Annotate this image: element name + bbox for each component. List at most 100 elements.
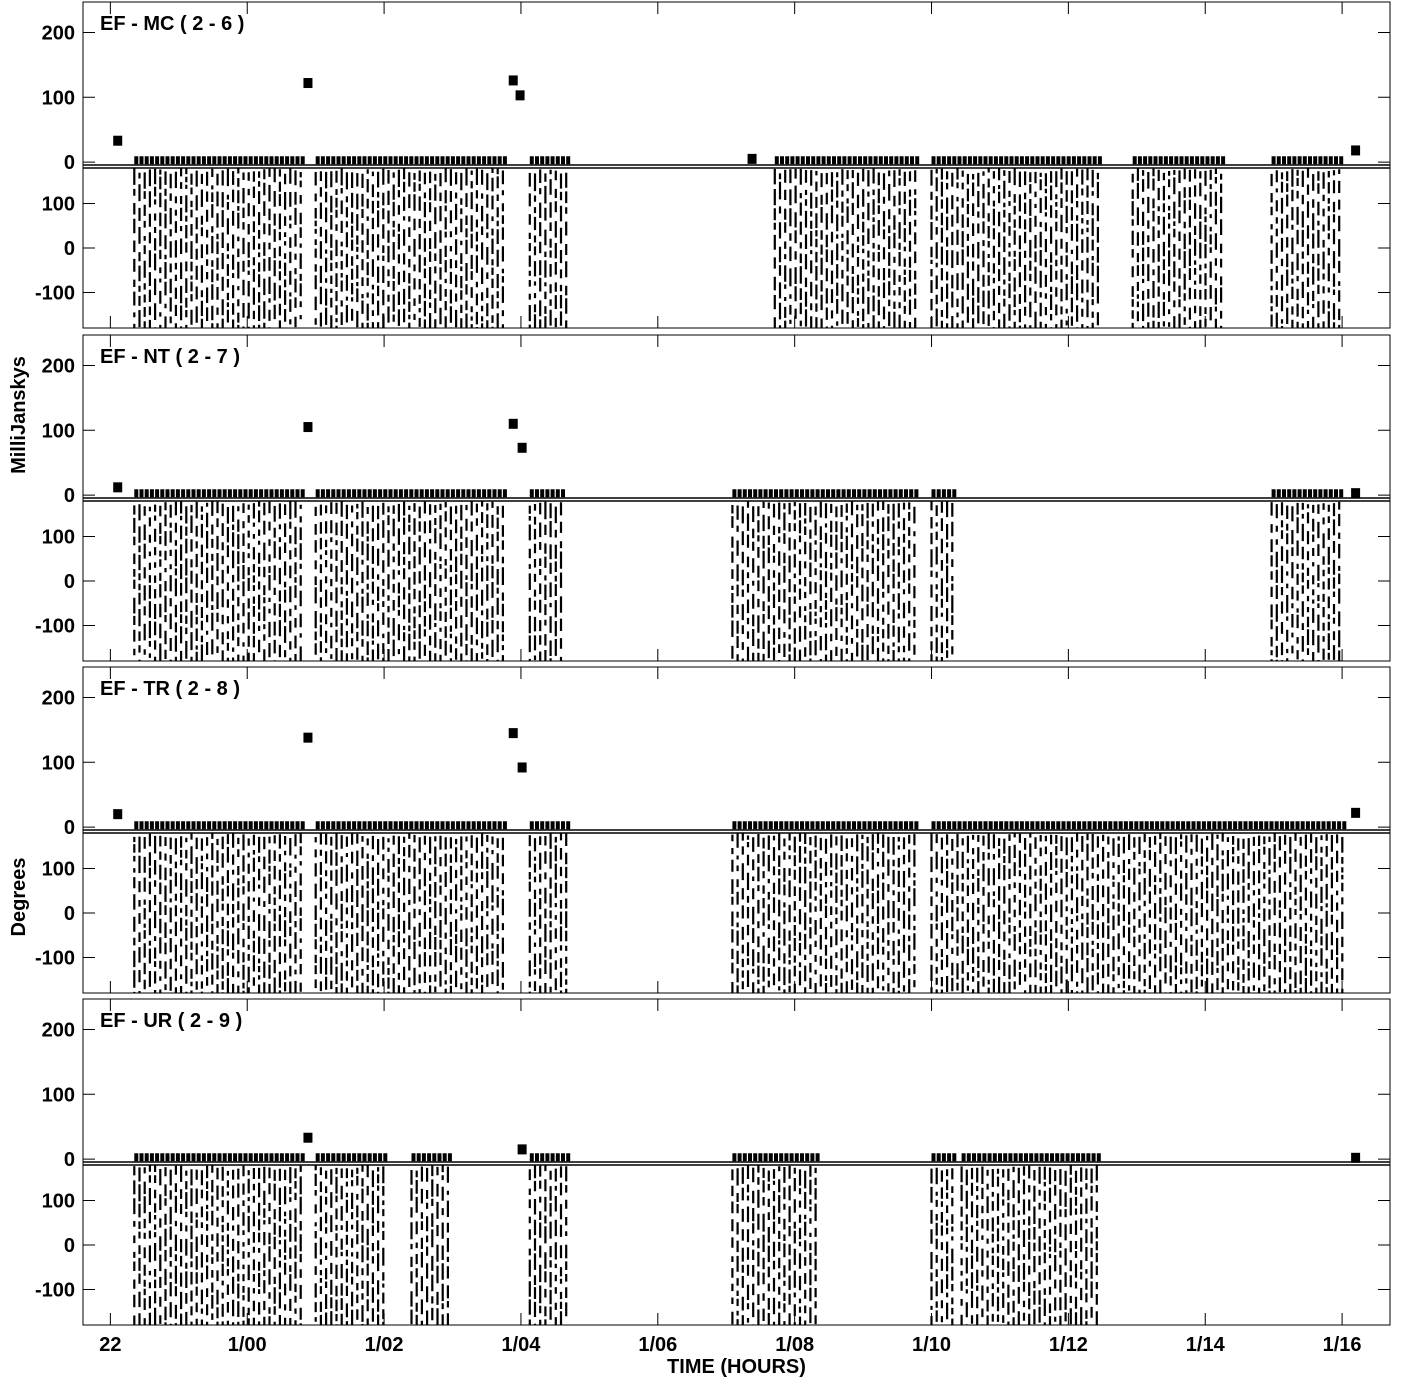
y-tick-label: 200 [42, 355, 75, 377]
x-tick-label: 1/06 [638, 1334, 677, 1356]
amplitude-point [1351, 807, 1361, 818]
y-tick-label: 100 [42, 1084, 75, 1106]
amplitude-scan [774, 156, 920, 165]
phase-scan [133, 1165, 302, 1325]
phase-scan [930, 1167, 954, 1325]
y-axis-label: MilliJanskys [8, 356, 30, 474]
amplitude-scan [1132, 156, 1226, 165]
amplitude-scan [134, 821, 305, 830]
y2-tick-label: 0 [64, 238, 75, 260]
phase-scan [1270, 501, 1341, 661]
phase-scan [314, 1165, 385, 1325]
amplitude-scan [529, 156, 571, 165]
amplitude-point [303, 78, 313, 89]
y-tick-label: 200 [42, 1019, 75, 1041]
amplitude-scan [315, 821, 507, 830]
amplitude-scan [315, 489, 507, 498]
amplitude-point [1351, 1152, 1361, 1163]
amplitude-point [747, 153, 757, 164]
phase-scan [773, 168, 917, 328]
phase-scan [930, 501, 954, 661]
phase-scan [133, 501, 302, 661]
amplitude-scan [961, 1153, 1101, 1162]
amplitude-scan [315, 156, 507, 165]
x-tick-label: 1/08 [775, 1334, 814, 1356]
phase-scan [410, 1165, 449, 1325]
panel-title: EF - UR ( 2 - 9 ) [100, 1010, 242, 1032]
amplitude-scan [931, 489, 957, 498]
phase-scan [528, 833, 568, 993]
amplitude-scan [732, 489, 919, 498]
x-tick-label: 1/10 [912, 1334, 951, 1356]
y2-tick-label: 0 [64, 903, 75, 925]
y2-axis-label: Degrees [8, 858, 30, 937]
y2-tick-label: -100 [35, 947, 75, 969]
y2-tick-label: 100 [42, 194, 75, 216]
y2-tick-label: -100 [35, 282, 75, 304]
amplitude-point [1351, 145, 1361, 156]
y2-tick-label: 0 [64, 571, 75, 593]
y2-tick-label: -100 [35, 615, 75, 637]
amplitude-point [508, 728, 518, 739]
x-tick-label: 1/14 [1186, 1334, 1226, 1356]
amplitude-point [508, 75, 518, 86]
amplitude-point [517, 1144, 527, 1155]
amplitude-point [113, 482, 123, 493]
amplitude-point [517, 442, 527, 453]
amplitude-scan [732, 1153, 820, 1162]
x-axis-label: TIME (HOURS) [667, 1356, 806, 1378]
amplitude-scan [411, 1153, 452, 1162]
y-tick-label: 200 [42, 22, 75, 44]
phase-scan [314, 501, 504, 661]
amplitude-point [303, 732, 313, 743]
amplitude-scan [1271, 489, 1344, 498]
amplitude-scan [931, 1153, 957, 1162]
panel-title: EF - TR ( 2 - 8 ) [100, 678, 240, 700]
amplitude-scan [134, 156, 305, 165]
y-tick-label: 100 [42, 420, 75, 442]
phase-scan [528, 169, 568, 328]
amplitude-scan [931, 156, 1102, 165]
amplitude-point [113, 135, 123, 146]
y-tick-label: 0 [64, 1149, 75, 1171]
amplitude-scan [1271, 156, 1344, 165]
phase-scan [731, 833, 916, 993]
x-tick-label: 22 [99, 1334, 121, 1356]
panel-title: EF - NT ( 2 - 7 ) [100, 346, 240, 368]
phase-scan [528, 1165, 568, 1325]
x-tick-label: 1/00 [228, 1334, 267, 1356]
amplitude-point [517, 762, 527, 773]
amplitude-scan [931, 821, 1347, 830]
amplitude-scan [315, 1153, 388, 1162]
y-tick-label: 0 [64, 817, 75, 839]
y-tick-label: 0 [64, 152, 75, 174]
x-tick-label: 1/12 [1049, 1334, 1088, 1356]
amplitude-scan [732, 821, 919, 830]
amplitude-scan [134, 1153, 305, 1162]
panel-title: EF - MC ( 2 - 6 ) [100, 13, 244, 35]
phase-scan [314, 833, 504, 993]
phase-scan [930, 833, 1344, 993]
amplitude-point [303, 1132, 313, 1143]
phase-scan [133, 168, 302, 328]
phase-scan [731, 1165, 817, 1325]
amplitude-scan [134, 489, 305, 498]
amplitude-point [303, 422, 313, 433]
x-tick-label: 1/04 [501, 1334, 541, 1356]
amplitude-point [113, 809, 123, 820]
y2-tick-label: 100 [42, 1191, 75, 1213]
amplitude-scan [529, 821, 571, 830]
amplitude-scan [529, 489, 565, 498]
phase-scan [1270, 168, 1341, 328]
amplitude-point [515, 90, 525, 101]
y2-tick-label: -100 [35, 1279, 75, 1301]
phase-scan [731, 501, 916, 661]
phase-scan [528, 501, 563, 661]
phase-scan [960, 1165, 1098, 1325]
amplitude-point [508, 418, 518, 429]
x-tick-label: 1/16 [1323, 1334, 1362, 1356]
phase-scan [930, 168, 1099, 328]
phase-scan [314, 168, 504, 328]
x-tick-label: 1/02 [365, 1334, 404, 1356]
